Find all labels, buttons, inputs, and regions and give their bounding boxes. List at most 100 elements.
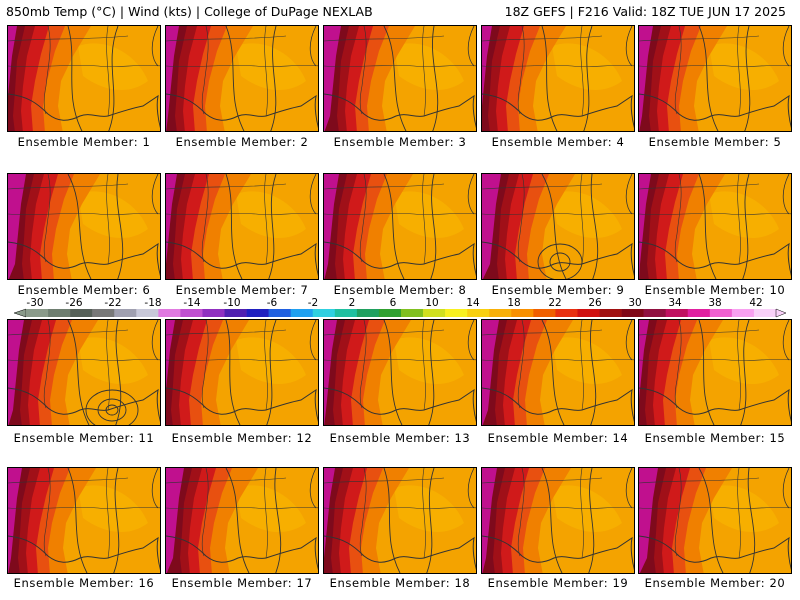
coastline xyxy=(625,320,633,361)
coastline xyxy=(324,93,476,129)
contour-line xyxy=(541,26,558,131)
state-border xyxy=(422,468,426,559)
colorbar-tick-label: 6 xyxy=(389,297,397,309)
contour-line xyxy=(698,320,715,425)
colorbar-tick-label: -14 xyxy=(183,297,201,309)
member-map-panel xyxy=(481,25,635,132)
state-border xyxy=(674,468,682,557)
colorbar-tick-label: 10 xyxy=(425,297,439,309)
colorbar-swatch xyxy=(621,309,644,317)
state-border xyxy=(201,320,209,409)
member-label: Ensemble Member: 6 xyxy=(17,283,151,297)
low-pressure-contour xyxy=(85,389,139,425)
state-border xyxy=(324,213,476,215)
state-border xyxy=(580,26,584,117)
state-border xyxy=(737,468,741,559)
magenta-band xyxy=(639,468,658,573)
state-border xyxy=(639,359,791,361)
magenta-band xyxy=(482,468,497,573)
coastline xyxy=(309,468,317,509)
state-border xyxy=(580,468,584,559)
state-border xyxy=(639,65,791,67)
contour-line xyxy=(698,468,724,573)
state-border xyxy=(639,35,760,42)
contour-line xyxy=(590,174,599,279)
contour-line xyxy=(113,468,120,573)
state-border xyxy=(517,174,525,263)
member-map-panel xyxy=(323,319,477,426)
colorbar-swatch xyxy=(48,309,71,317)
colorbar-swatch xyxy=(445,309,468,317)
contour-line xyxy=(270,26,277,131)
state-border xyxy=(201,174,209,263)
state-border xyxy=(517,320,525,409)
state-border xyxy=(8,507,160,509)
colorbar-swatch xyxy=(268,309,292,317)
low-pressure-contour xyxy=(549,252,571,272)
state-border xyxy=(324,35,445,42)
colorbar-tick-label: 34 xyxy=(668,297,682,309)
run-valid-time: 18Z GEFS | F216 Valid: 18Z TUE JUN 17 20… xyxy=(504,4,786,19)
coastline xyxy=(324,535,476,571)
colorbar-tick-label: 18 xyxy=(507,297,521,309)
colorbar-tick-label: -6 xyxy=(266,297,278,309)
contour-line xyxy=(383,320,403,425)
member-map-panel xyxy=(481,319,635,426)
member-label: Ensemble Member: 17 xyxy=(171,576,313,590)
state-border xyxy=(106,320,110,411)
contour-line xyxy=(274,468,282,573)
state-border xyxy=(580,174,584,265)
state-border xyxy=(324,507,476,509)
coastline xyxy=(151,26,159,67)
colorbar-strip xyxy=(13,308,787,318)
member-label: Ensemble Member: 5 xyxy=(648,135,782,149)
coastline xyxy=(639,535,791,571)
coastline xyxy=(324,241,476,277)
colorbar-tick-label: -10 xyxy=(223,297,241,309)
coastline xyxy=(467,26,475,67)
member-map-panel xyxy=(165,467,319,574)
coastline xyxy=(8,387,160,423)
member-map-panel xyxy=(638,25,792,132)
chart-title: 850mb Temp (°C) | Wind (kts) | College o… xyxy=(6,4,373,19)
member-map-panel xyxy=(323,25,477,132)
state-border xyxy=(264,468,268,559)
member-map-panel xyxy=(165,173,319,280)
member-map-panel xyxy=(638,173,792,280)
state-border xyxy=(482,507,634,509)
member-map-panel xyxy=(481,173,635,280)
member-map-panel xyxy=(7,319,161,426)
state-border xyxy=(580,320,584,411)
colorbar-tick-label: -30 xyxy=(26,297,44,309)
coastline xyxy=(467,468,475,509)
colorbar-tick-label: -22 xyxy=(104,297,122,309)
state-border xyxy=(8,329,129,336)
contour-line xyxy=(432,26,439,131)
colorbar-swatch xyxy=(92,309,115,317)
state-border xyxy=(482,359,634,361)
contour-line xyxy=(383,468,401,573)
state-border xyxy=(359,174,367,263)
colorbar-swatch xyxy=(246,309,269,317)
state-border xyxy=(264,26,268,117)
state-border xyxy=(166,329,287,336)
state-border xyxy=(639,477,760,484)
state-border xyxy=(639,507,791,509)
colorbar-max-arrow xyxy=(775,308,787,318)
magenta-band xyxy=(166,174,177,279)
colorbar-swatch xyxy=(753,309,777,317)
coastline xyxy=(639,93,791,129)
colorbar-swatch xyxy=(378,309,402,317)
contour-line xyxy=(698,26,719,131)
colorbar-swatch xyxy=(312,309,336,317)
colorbar-min-arrow xyxy=(13,308,27,318)
state-border xyxy=(166,65,318,67)
contour-line xyxy=(116,174,124,279)
state-border xyxy=(324,359,476,361)
colorbar-swatch xyxy=(114,309,137,317)
coastline xyxy=(639,241,791,277)
contour-line xyxy=(428,320,435,425)
colorbar-tick-label: 38 xyxy=(708,297,722,309)
colorbar-swatch xyxy=(136,309,159,317)
state-border xyxy=(43,174,51,263)
